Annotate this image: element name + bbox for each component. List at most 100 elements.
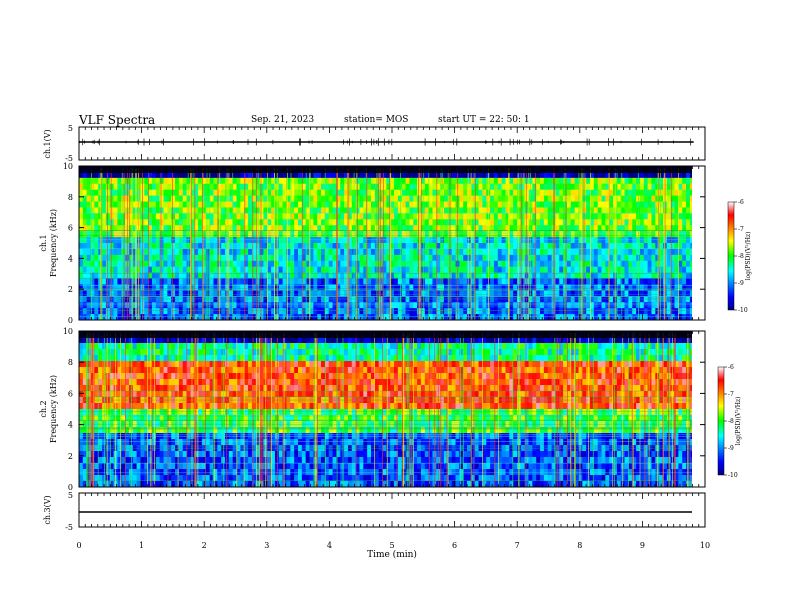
spectrogram-cell bbox=[171, 266, 176, 274]
spectrogram-cell bbox=[666, 231, 672, 238]
spectrogram-cell bbox=[340, 290, 345, 297]
spectrogram-cell bbox=[609, 302, 614, 309]
spectrogram-cell bbox=[501, 177, 506, 185]
spectrogram-cell bbox=[628, 308, 633, 315]
spectrogram-cell bbox=[178, 213, 184, 220]
spectrogram-cell bbox=[478, 314, 483, 320]
spectrogram-cell bbox=[401, 195, 406, 202]
spectrogram-cell bbox=[659, 177, 664, 185]
spectrogram-cell bbox=[313, 195, 318, 202]
spectrogram-cell bbox=[298, 260, 303, 268]
spectrogram-cell bbox=[163, 260, 168, 268]
spectrogram-cell bbox=[405, 201, 410, 208]
spectrogram-cell bbox=[94, 284, 99, 291]
spectrogram-cell bbox=[313, 183, 318, 191]
spectrogram-cell bbox=[590, 201, 595, 208]
spectrogram-cell bbox=[82, 385, 88, 392]
spectrogram-cell bbox=[221, 219, 226, 226]
spectrogram-cell bbox=[240, 225, 245, 232]
spectrogram-cell bbox=[117, 254, 122, 262]
spectrogram-cell bbox=[559, 290, 564, 297]
spectrogram-cell bbox=[428, 201, 433, 208]
spectrogram-cell bbox=[344, 183, 349, 191]
spectrogram-cell bbox=[321, 225, 326, 232]
spectrogram-cell bbox=[390, 296, 395, 303]
spectrogram-cell bbox=[482, 177, 487, 185]
spectrogram-cell bbox=[163, 361, 168, 368]
spectrogram-cell bbox=[163, 373, 168, 380]
spectrogram-cell bbox=[94, 391, 99, 398]
spectrogram-cell bbox=[117, 266, 122, 274]
spectrogram-cell bbox=[432, 284, 437, 291]
spectrogram-cell bbox=[159, 391, 164, 398]
spectrogram-cell bbox=[686, 201, 691, 208]
spectrogram-cell bbox=[616, 278, 622, 285]
spectrogram-cell bbox=[432, 302, 437, 309]
spectrogram-cell bbox=[590, 302, 595, 309]
spectrogram-cell bbox=[79, 248, 84, 256]
spectrogram-cell bbox=[493, 254, 499, 262]
spectrogram-cell bbox=[436, 266, 441, 274]
spectrogram-cell bbox=[401, 284, 406, 291]
spectrogram-cell bbox=[155, 385, 161, 392]
spectrogram-cell bbox=[659, 266, 664, 274]
spectrogram-cell bbox=[98, 475, 103, 482]
spectrogram-cell bbox=[313, 284, 318, 291]
spectrogram-cell bbox=[213, 231, 218, 238]
spectrogram-cell bbox=[282, 278, 287, 285]
spectrogram-cell bbox=[259, 266, 264, 274]
spectrogram-cell bbox=[359, 171, 364, 179]
spectrogram-cell bbox=[651, 296, 656, 303]
spectrogram-cell bbox=[643, 278, 649, 285]
spectrogram-cell bbox=[509, 254, 514, 262]
spectrogram-cell bbox=[501, 231, 506, 238]
spectrogram-cell bbox=[601, 254, 606, 262]
spectrogram-cell bbox=[670, 248, 675, 256]
spectrogram-cell bbox=[109, 243, 114, 250]
spectrogram-cell bbox=[105, 427, 111, 434]
spectrogram-cell bbox=[655, 243, 660, 250]
spectrogram-cell bbox=[263, 225, 268, 232]
spectrogram-cell bbox=[597, 231, 602, 238]
spectrogram-cell bbox=[459, 260, 464, 268]
spectrogram-cell bbox=[371, 207, 376, 214]
spectrogram-cell bbox=[578, 189, 583, 197]
spectrogram-cell bbox=[682, 260, 687, 268]
spectrogram-cell bbox=[286, 237, 291, 244]
spectrogram-cell bbox=[463, 272, 468, 279]
spectrogram-cell bbox=[167, 272, 172, 279]
spectrogram-cell bbox=[205, 213, 211, 220]
spectrogram-cell bbox=[132, 373, 138, 380]
spectrogram-cell bbox=[98, 231, 103, 238]
spectrogram-cell bbox=[244, 248, 249, 256]
spectrogram-cell bbox=[424, 254, 430, 262]
spectrogram-cell bbox=[524, 308, 529, 315]
spectrogram-cell bbox=[140, 481, 145, 487]
spectrogram-cell bbox=[132, 343, 138, 350]
spectrogram-cell bbox=[298, 219, 303, 226]
spectrogram-cell bbox=[117, 225, 122, 232]
spectrogram-cell bbox=[436, 231, 441, 238]
spectrogram-cell bbox=[121, 207, 126, 214]
spectrogram-cell bbox=[536, 302, 541, 309]
spectrogram-cell bbox=[82, 367, 88, 374]
spectrogram-cell bbox=[417, 225, 422, 232]
spectrogram-cell bbox=[659, 207, 664, 214]
spectrogram-cell bbox=[301, 177, 307, 185]
spectrogram-cell bbox=[136, 415, 141, 422]
spectrogram-cell bbox=[313, 278, 318, 285]
spectrogram-cell bbox=[463, 266, 468, 274]
spectrogram-cell bbox=[144, 379, 149, 386]
spectrogram-cell bbox=[186, 243, 191, 250]
spectrogram-cell bbox=[367, 260, 372, 268]
spectrogram-cell bbox=[155, 463, 161, 470]
spectrogram-cell bbox=[117, 385, 122, 392]
spectrogram-cell bbox=[186, 219, 191, 226]
spectrogram-cell bbox=[478, 243, 483, 250]
spectrogram-cell bbox=[509, 260, 514, 268]
spectrogram-cell bbox=[497, 296, 503, 303]
spectrogram-cell bbox=[171, 171, 176, 179]
spectrogram-cell bbox=[128, 260, 134, 268]
spectrogram-cell bbox=[171, 201, 176, 208]
spectrogram-cell bbox=[155, 343, 161, 350]
